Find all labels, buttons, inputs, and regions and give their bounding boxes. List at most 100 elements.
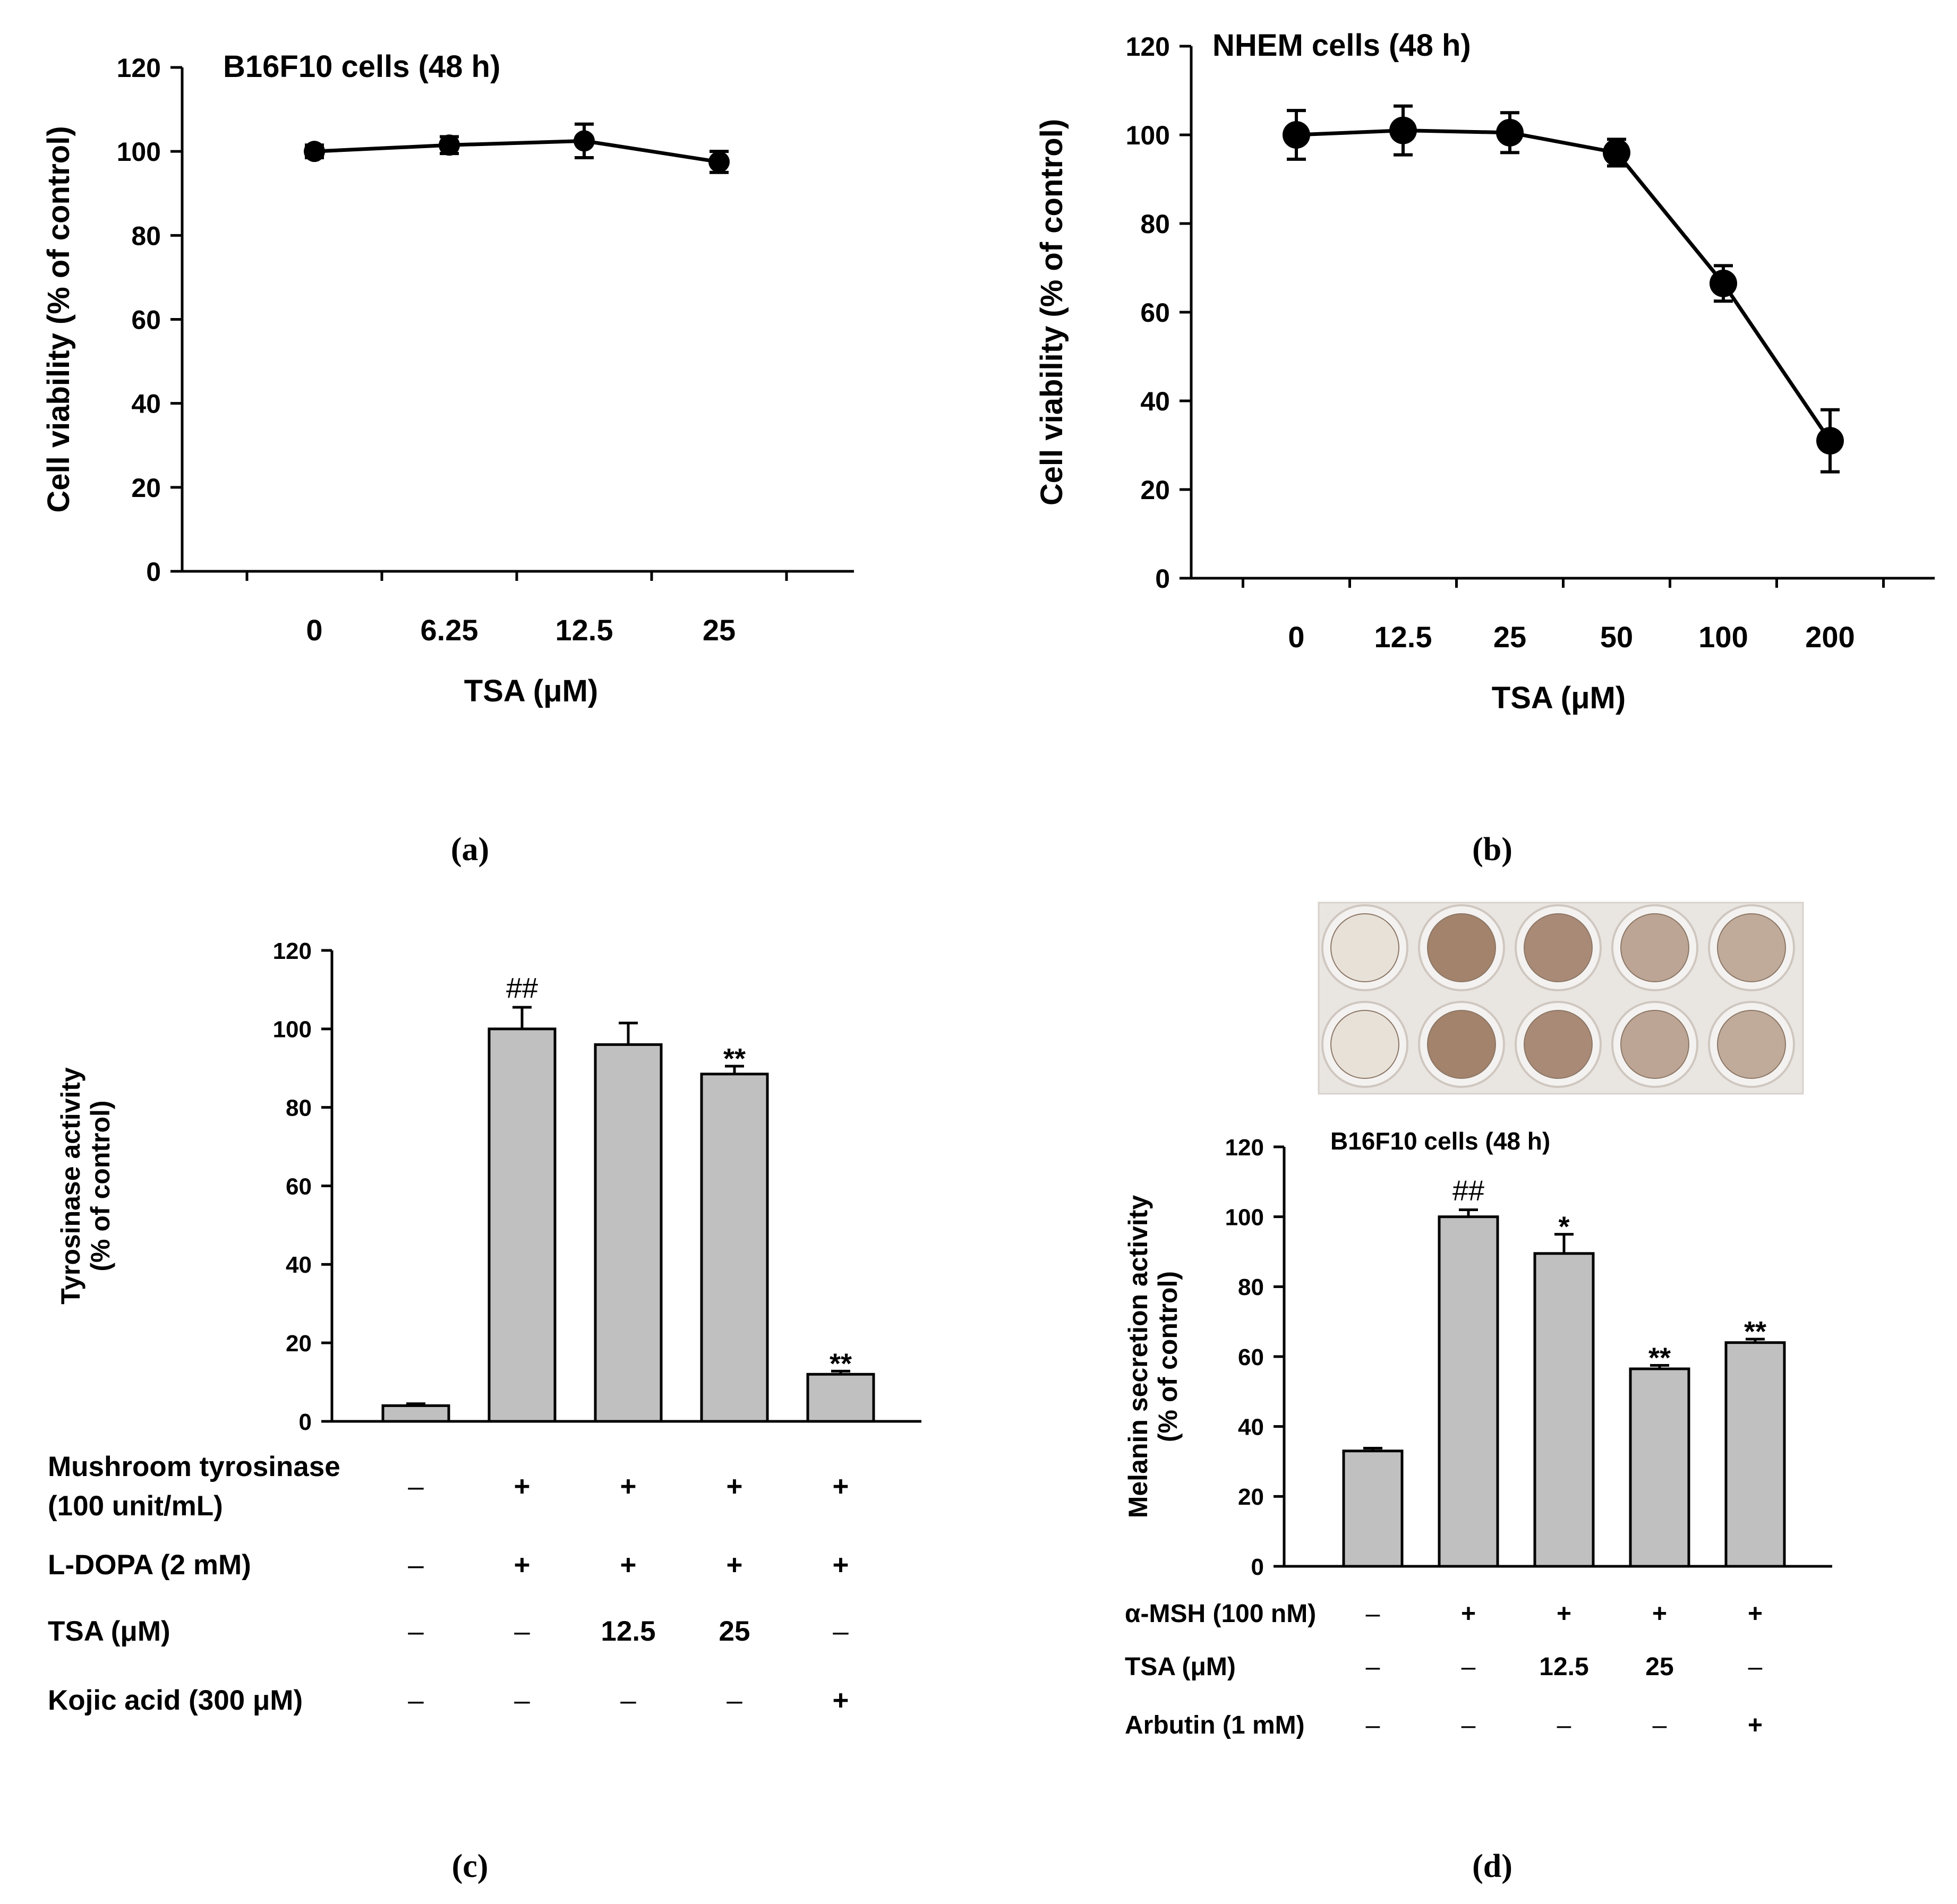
c-treatment-value: + bbox=[620, 1471, 637, 1502]
a-x-tick-label: 25 bbox=[703, 613, 736, 647]
well bbox=[1427, 1010, 1496, 1079]
d-y-tick-label: 100 bbox=[1225, 1205, 1264, 1231]
c-treatment-value: – bbox=[727, 1685, 742, 1716]
c-treatment-value: + bbox=[620, 1549, 637, 1581]
panel-d-well-plate-photo bbox=[1318, 902, 1804, 1095]
c-treatment-value: 12.5 bbox=[601, 1616, 655, 1647]
a-y-tick-label: 60 bbox=[131, 305, 161, 335]
a-y-tick-label: 100 bbox=[117, 137, 161, 167]
d-treatment-value: – bbox=[1366, 1711, 1380, 1739]
b-data-point bbox=[1283, 121, 1310, 149]
d-treatment-value: + bbox=[1557, 1600, 1571, 1628]
b-y-tick-label: 80 bbox=[1140, 209, 1170, 239]
well bbox=[1427, 913, 1496, 982]
c-treatment-value: + bbox=[727, 1549, 743, 1581]
b-x-tick-label: 25 bbox=[1493, 620, 1526, 654]
d-significance-label: ** bbox=[1744, 1316, 1766, 1348]
c-treatment-value: – bbox=[408, 1549, 424, 1581]
panel-label-a: (a) bbox=[451, 831, 489, 868]
d-treatment-label: Arbutin (1 mM) bbox=[1125, 1711, 1305, 1739]
a-y-tick-label: 80 bbox=[131, 221, 161, 251]
c-treatment-label: Mushroom tyrosinase bbox=[48, 1451, 340, 1482]
b-series-line bbox=[1296, 128, 1832, 442]
c-treatment-value: + bbox=[727, 1471, 743, 1502]
b-y-tick-label: 100 bbox=[1126, 121, 1170, 150]
d-y-tick-label: 80 bbox=[1238, 1274, 1264, 1300]
c-bar bbox=[700, 1073, 769, 1423]
c-y-tick-label: 120 bbox=[273, 938, 312, 964]
c-treatment-value: + bbox=[514, 1549, 531, 1581]
d-bar bbox=[1533, 1252, 1595, 1568]
well bbox=[1524, 1010, 1593, 1079]
d-treatment-value: – bbox=[1557, 1711, 1571, 1739]
b-y-tick-label: 20 bbox=[1140, 475, 1170, 505]
d-treatment-value: – bbox=[1366, 1600, 1380, 1628]
d-treatment-value: – bbox=[1366, 1653, 1380, 1681]
d-significance-label: ** bbox=[1648, 1342, 1671, 1374]
c-treatment-value: – bbox=[408, 1685, 424, 1716]
a-chart-title: B16F10 cells (48 h) bbox=[223, 49, 500, 84]
b-data-point bbox=[1710, 269, 1737, 297]
c-y-axis-title: (% of control) bbox=[86, 1100, 115, 1271]
d-chart-title: B16F10 cells (48 h) bbox=[1330, 1127, 1550, 1155]
d-treatment-value: 12.5 bbox=[1539, 1653, 1588, 1681]
d-treatment-value: – bbox=[1462, 1711, 1476, 1739]
a-y-axis-title: Cell viability (% of control) bbox=[41, 126, 76, 512]
c-y-tick-label: 60 bbox=[286, 1173, 312, 1199]
a-data-point bbox=[708, 151, 730, 173]
b-y-axis-title: Cell viability (% of control) bbox=[1035, 119, 1069, 505]
c-y-tick-label: 0 bbox=[299, 1409, 312, 1435]
c-y-axis-title: Tyrosinase activity bbox=[56, 1067, 86, 1305]
d-bar bbox=[1629, 1367, 1690, 1568]
c-y-tick-label: 20 bbox=[286, 1331, 312, 1357]
c-treatment-value: + bbox=[833, 1471, 849, 1502]
d-treatment-value: – bbox=[1748, 1653, 1763, 1681]
panel-c-bar-chart: 0 20 40 60 80 100 120 ## ** ** Mushroom tyrosinase… bbox=[48, 938, 921, 1716]
d-bar bbox=[1342, 1450, 1404, 1568]
a-x-tick-label: 12.5 bbox=[556, 613, 613, 647]
c-treatment-value: – bbox=[620, 1685, 636, 1716]
c-bar bbox=[488, 1027, 557, 1423]
c-treatment-label: L-DOPA (2 mM) bbox=[48, 1549, 251, 1581]
well bbox=[1330, 1010, 1399, 1079]
c-y-tick-label: 80 bbox=[286, 1095, 312, 1121]
c-bar bbox=[381, 1404, 450, 1423]
d-treatment-value: – bbox=[1462, 1653, 1476, 1681]
c-treatment-value: – bbox=[408, 1616, 424, 1647]
b-data-point bbox=[1496, 118, 1524, 147]
c-treatment-label: Kojic acid (300 μM) bbox=[48, 1685, 303, 1716]
panel-label-b: (b) bbox=[1472, 831, 1512, 868]
b-y-tick-label: 40 bbox=[1140, 387, 1170, 416]
d-significance-label: * bbox=[1558, 1211, 1569, 1243]
c-significance-label: ** bbox=[723, 1043, 746, 1075]
panel-label-c: (c) bbox=[452, 1848, 489, 1884]
b-data-point bbox=[1389, 116, 1417, 144]
c-treatment-label: (100 unit/mL) bbox=[48, 1490, 223, 1522]
panel-label-d: (d) bbox=[1472, 1848, 1512, 1884]
a-y-tick-label: 40 bbox=[131, 389, 161, 419]
b-data-point bbox=[1603, 139, 1630, 167]
d-y-tick-label: 120 bbox=[1225, 1135, 1264, 1161]
b-x-tick-label: 100 bbox=[1698, 620, 1748, 654]
well bbox=[1330, 913, 1399, 982]
c-treatment-label: TSA (μM) bbox=[48, 1616, 170, 1647]
a-series-line bbox=[314, 139, 720, 164]
d-treatment-value: + bbox=[1461, 1600, 1476, 1628]
d-y-tick-label: 0 bbox=[1251, 1554, 1264, 1580]
c-treatment-value: + bbox=[833, 1685, 849, 1716]
b-x-axis-title: TSA (μM) bbox=[1492, 681, 1626, 715]
d-y-axis-title: (% of control) bbox=[1153, 1271, 1183, 1442]
d-treatment-value: + bbox=[1652, 1600, 1667, 1628]
well bbox=[1717, 1010, 1786, 1079]
d-treatment-label: α-MSH (100 nM) bbox=[1125, 1600, 1316, 1628]
a-x-axis-title: TSA (μM) bbox=[464, 674, 598, 708]
a-data-point bbox=[304, 141, 325, 162]
c-significance-label: ## bbox=[506, 972, 538, 1004]
c-treatment-value: – bbox=[833, 1616, 849, 1647]
b-x-tick-label: 200 bbox=[1805, 620, 1855, 654]
a-y-tick-label: 20 bbox=[131, 473, 161, 503]
panel-b-line-chart: 0 20 40 60 80 100 120 0 12.5 25 50 100 200 NHEM cells… bbox=[1035, 28, 1935, 715]
well bbox=[1620, 1010, 1689, 1079]
b-y-tick-label: 0 bbox=[1155, 564, 1170, 594]
well bbox=[1620, 913, 1689, 982]
